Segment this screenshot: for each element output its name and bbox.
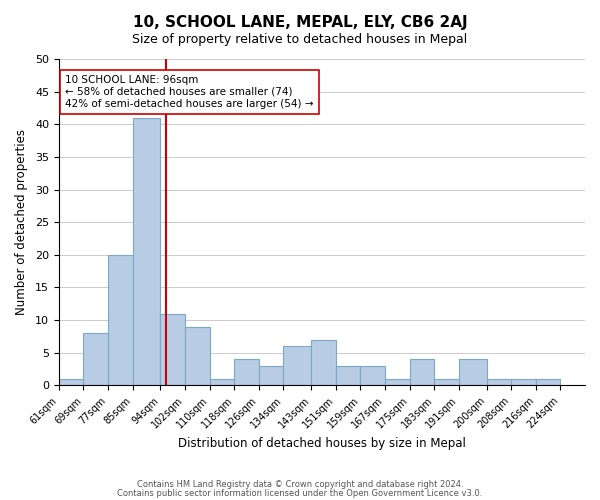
Bar: [361, 366, 385, 386]
Bar: [385, 379, 410, 386]
Bar: [108, 255, 133, 386]
Bar: [336, 366, 361, 386]
Bar: [434, 379, 459, 386]
Bar: [487, 379, 511, 386]
Bar: [185, 326, 209, 386]
Bar: [133, 118, 160, 386]
Text: 10, SCHOOL LANE, MEPAL, ELY, CB6 2AJ: 10, SCHOOL LANE, MEPAL, ELY, CB6 2AJ: [133, 15, 467, 30]
Bar: [59, 379, 83, 386]
Bar: [234, 360, 259, 386]
Bar: [511, 379, 536, 386]
Text: Contains public sector information licensed under the Open Government Licence v3: Contains public sector information licen…: [118, 488, 482, 498]
Y-axis label: Number of detached properties: Number of detached properties: [15, 129, 28, 315]
Bar: [283, 346, 311, 386]
Text: 10 SCHOOL LANE: 96sqm
← 58% of detached houses are smaller (74)
42% of semi-deta: 10 SCHOOL LANE: 96sqm ← 58% of detached …: [65, 76, 313, 108]
Bar: [259, 366, 283, 386]
Bar: [160, 314, 185, 386]
X-axis label: Distribution of detached houses by size in Mepal: Distribution of detached houses by size …: [178, 437, 466, 450]
Bar: [536, 379, 560, 386]
Text: Contains HM Land Registry data © Crown copyright and database right 2024.: Contains HM Land Registry data © Crown c…: [137, 480, 463, 489]
Bar: [311, 340, 336, 386]
Bar: [459, 360, 487, 386]
Bar: [410, 360, 434, 386]
Bar: [83, 333, 108, 386]
Text: Size of property relative to detached houses in Mepal: Size of property relative to detached ho…: [133, 32, 467, 46]
Bar: [209, 379, 234, 386]
